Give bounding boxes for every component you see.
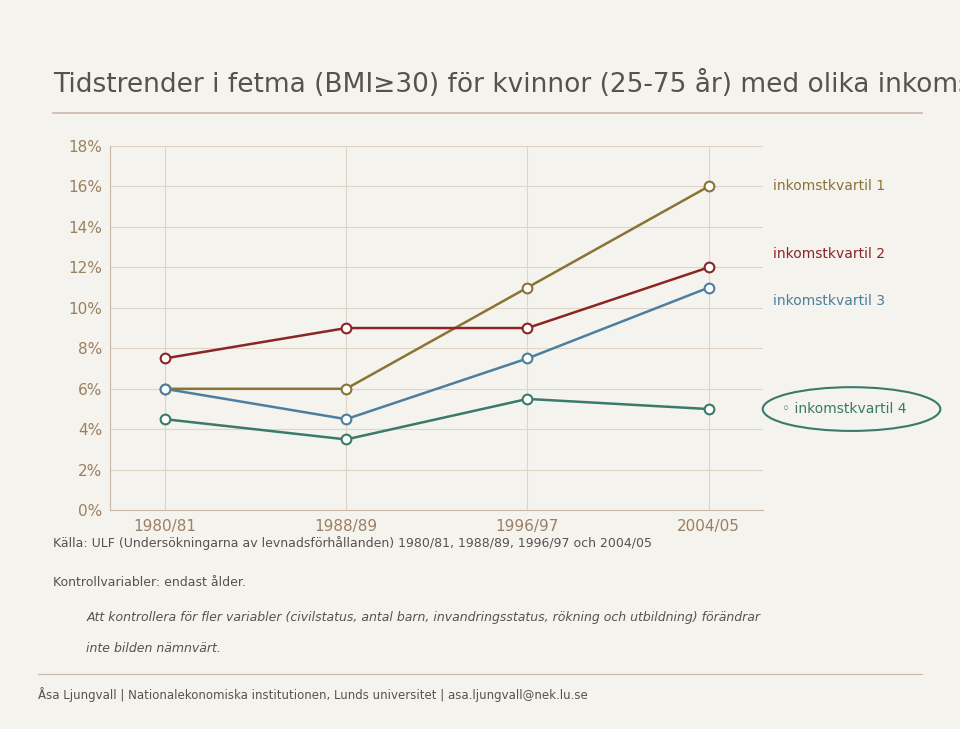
Text: Att kontrollera för fler variabler (civilstatus, antal barn, invandringsstatus, : Att kontrollera för fler variabler (civi… — [86, 611, 760, 624]
Text: inkomstkvartil 3: inkomstkvartil 3 — [773, 294, 885, 308]
Text: inkomstkvartil 2: inkomstkvartil 2 — [773, 247, 885, 261]
Text: inte bilden nämnvärt.: inte bilden nämnvärt. — [86, 642, 221, 655]
Text: ◦ inkomstkvartil 4: ◦ inkomstkvartil 4 — [782, 402, 907, 416]
Text: Åsa Ljungvall | Nationalekonomiska institutionen, Lunds universitet | asa.ljungv: Åsa Ljungvall | Nationalekonomiska insti… — [38, 687, 588, 703]
Text: Källa: ULF (Undersökningarna av levnadsförhållanden) 1980/81, 1988/89, 1996/97 o: Källa: ULF (Undersökningarna av levnadsf… — [53, 536, 652, 550]
Text: inkomstkvartil 1: inkomstkvartil 1 — [773, 179, 885, 193]
Text: Kontrollvariabler: endast ålder.: Kontrollvariabler: endast ålder. — [53, 576, 246, 589]
Text: Tidstrender i fetma (BMI≥30) för kvinnor (25-75 år) med olika inkomst: Tidstrender i fetma (BMI≥30) för kvinnor… — [53, 70, 960, 98]
